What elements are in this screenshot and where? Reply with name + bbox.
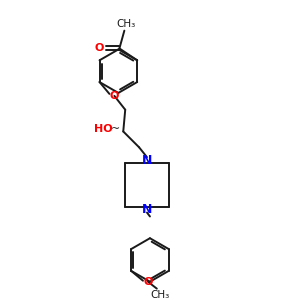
Text: N: N xyxy=(142,154,152,166)
Text: HO: HO xyxy=(94,124,113,134)
Text: CH₃: CH₃ xyxy=(117,19,136,29)
Text: O: O xyxy=(95,44,104,53)
Text: CH₃: CH₃ xyxy=(150,290,170,300)
Text: O: O xyxy=(143,277,153,287)
Text: O: O xyxy=(110,91,119,101)
Text: N: N xyxy=(142,203,152,216)
Text: ~: ~ xyxy=(111,124,120,134)
